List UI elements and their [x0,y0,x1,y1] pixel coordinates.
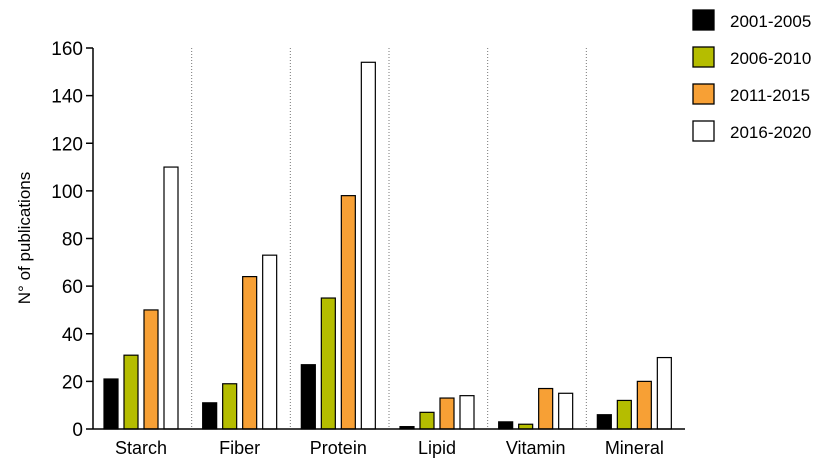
bar-lipid-2016-2020 [459,395,475,430]
bar-mineral-2016-2020 [656,356,672,430]
y-axis-title: N° of publications [15,172,34,304]
category-separators [191,48,587,429]
bar-lipid-2006-2010 [419,411,435,430]
x-axis: Starch Fiber Protein Lipid Vitamin Mineral [93,428,685,458]
legend-label: 2006-2010 [730,49,811,68]
bar-protein-2006-2010 [320,297,336,430]
y-tick-label: 120 [51,134,83,155]
bar-lipid-2011-2015 [439,397,455,430]
y-tick-label: 100 [51,182,83,203]
bar-starch-2011-2015 [143,309,159,430]
bar-protein-2001-2005 [300,364,316,430]
legend-label: 2011-2015 [730,86,810,105]
bar-starch-2001-2005 [103,378,119,430]
y-tick-label: 60 [62,277,83,298]
x-category-label: Mineral [605,438,664,458]
y-tick-label: 80 [62,230,83,251]
bar-vitamin-2016-2020 [558,392,574,430]
y-tick-label: 20 [62,372,83,393]
x-category-label: Starch [115,438,167,458]
bar-mineral-2006-2010 [616,399,632,430]
legend: 2001-2005 2006-2010 2011-2015 2016-2020 [692,9,811,142]
legend-label: 2001-2005 [730,12,811,31]
bar-fiber-2006-2010 [222,383,238,430]
bar-vitamin-2011-2015 [538,387,554,430]
bar-fiber-2011-2015 [242,276,258,430]
y-tick-label: 140 [51,87,83,108]
y-tick-label: 40 [62,325,83,346]
legend-swatch [692,9,715,31]
bars [103,61,672,430]
x-category-label: Vitamin [506,438,566,458]
bar-fiber-2001-2005 [202,402,218,430]
bar-protein-2016-2020 [360,61,376,430]
bar-mineral-2001-2005 [596,414,612,430]
y-tick-label: 160 [51,39,83,60]
x-category-label: Fiber [219,438,260,458]
bar-mineral-2011-2015 [636,380,652,430]
legend-label: 2016-2020 [730,123,811,142]
bar-starch-2006-2010 [123,354,139,430]
y-axis: 0 20 40 60 80 100 120 140 160 [51,39,94,441]
legend-swatch [692,46,715,68]
bar-fiber-2016-2020 [262,254,278,430]
x-category-label: Protein [310,438,367,458]
x-category-label: Lipid [418,438,456,458]
legend-swatch [692,83,715,105]
legend-swatch [692,120,715,142]
bar-protein-2011-2015 [340,195,356,430]
y-tick-label: 0 [72,420,83,441]
bar-vitamin-2001-2005 [498,421,514,430]
bar-starch-2016-2020 [163,166,179,430]
